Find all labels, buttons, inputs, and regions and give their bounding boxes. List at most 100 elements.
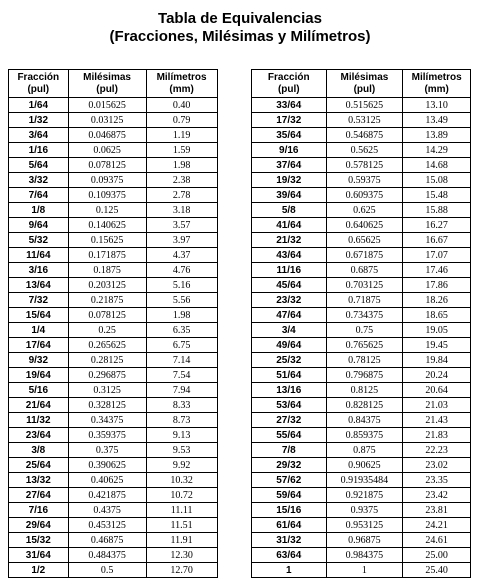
thousandths-cell: 0.3125 <box>67 382 147 398</box>
millimeters-cell: 2.38 <box>145 172 218 188</box>
millimeters-cell: 3.57 <box>145 217 218 233</box>
thousandths-cell: 0.421875 <box>67 487 147 503</box>
thousandths-cell: 0.9375 <box>325 502 404 518</box>
table-row: 13/64 0.203125 5.16 45/64 0.703125 17.86 <box>8 277 471 293</box>
fraction-cell: 17/64 <box>8 337 69 353</box>
thousandths-cell: 0.796875 <box>325 367 404 383</box>
millimeters-cell: 24.61 <box>402 532 471 548</box>
thousandths-cell: 0.71875 <box>325 292 404 308</box>
table-row: 7/64 0.109375 2.78 39/64 0.609375 15.48 <box>8 187 471 203</box>
thousandths-cell: 0.609375 <box>325 187 404 203</box>
table-row: 3/16 0.1875 4.76 11/16 0.6875 17.46 <box>8 262 471 278</box>
table-row: 27/64 0.421875 10.72 59/64 0.921875 23.42 <box>8 487 471 503</box>
thousandths-cell: 0.5625 <box>325 142 404 158</box>
fraction-cell: 29/32 <box>251 457 327 473</box>
header-millimeters-left: Milímetros (mm) <box>145 69 218 98</box>
table-row: 25/64 0.390625 9.92 29/32 0.90625 23.02 <box>8 457 471 473</box>
millimeters-cell: 15.48 <box>402 187 471 203</box>
column-gap <box>216 532 253 548</box>
millimeters-cell: 19.05 <box>402 322 471 338</box>
millimeters-cell: 15.88 <box>402 202 471 218</box>
millimeters-cell: 4.76 <box>145 262 218 278</box>
fraction-cell: 15/16 <box>251 502 327 518</box>
column-gap <box>216 397 253 413</box>
millimeters-cell: 0.79 <box>145 112 218 128</box>
thousandths-cell: 0.78125 <box>325 352 404 368</box>
fraction-cell: 33/64 <box>251 97 327 113</box>
table-row: 15/32 0.46875 11.91 31/32 0.96875 24.61 <box>8 532 471 548</box>
thousandths-cell: 0.6875 <box>325 262 404 278</box>
millimeters-cell: 25.00 <box>402 547 471 563</box>
table-row: 17/64 0.265625 6.75 49/64 0.765625 19.45 <box>8 337 471 353</box>
millimeters-cell: 7.14 <box>145 352 218 368</box>
table-row: 15/64 0.078125 1.98 47/64 0.734375 18.65 <box>8 307 471 323</box>
table-row: 3/8 0.375 9.53 7/8 0.875 22.23 <box>8 442 471 458</box>
header-thousandths-left: Milésimas (pul) <box>67 69 147 98</box>
thousandths-cell: 0.140625 <box>67 217 147 233</box>
millimeters-cell: 1.59 <box>145 142 218 158</box>
fraction-cell: 1/2 <box>8 562 69 578</box>
fraction-cell: 3/32 <box>8 172 69 188</box>
thousandths-cell: 0.625 <box>325 202 404 218</box>
table-row: 9/32 0.28125 7.14 25/32 0.78125 19.84 <box>8 352 471 368</box>
thousandths-cell: 0.8125 <box>325 382 404 398</box>
millimeters-cell: 1.98 <box>145 157 218 173</box>
fraction-cell: 31/64 <box>8 547 69 563</box>
millimeters-cell: 14.68 <box>402 157 471 173</box>
millimeters-cell: 7.54 <box>145 367 218 383</box>
thousandths-cell: 0.09375 <box>67 172 147 188</box>
table-row: 3/32 0.09375 2.38 19/32 0.59375 15.08 <box>8 172 471 188</box>
table-row: 9/64 0.140625 3.57 41/64 0.640625 16.27 <box>8 217 471 233</box>
column-gap <box>216 352 253 368</box>
fraction-cell: 11/64 <box>8 247 69 263</box>
fraction-cell: 5/64 <box>8 157 69 173</box>
title-line-1: Tabla de Equivalencias <box>158 10 322 27</box>
millimeters-cell: 22.23 <box>402 442 471 458</box>
thousandths-cell: 0.734375 <box>325 307 404 323</box>
thousandths-cell: 0.828125 <box>325 397 404 413</box>
millimeters-cell: 20.24 <box>402 367 471 383</box>
column-gap <box>216 562 253 578</box>
column-gap <box>216 502 253 518</box>
millimeters-cell: 16.27 <box>402 217 471 233</box>
table-row: 3/64 0.046875 1.19 35/64 0.546875 13.89 <box>8 127 471 143</box>
millimeters-cell: 23.02 <box>402 457 471 473</box>
thousandths-cell: 0.375 <box>67 442 147 458</box>
fraction-cell: 59/64 <box>251 487 327 503</box>
thousandths-cell: 0.015625 <box>67 97 147 113</box>
header-millimeters-right: Milímetros (mm) <box>402 69 471 98</box>
fraction-cell: 41/64 <box>251 217 327 233</box>
thousandths-cell: 0.59375 <box>325 172 404 188</box>
millimeters-cell: 7.94 <box>145 382 218 398</box>
thousandths-cell: 0.296875 <box>67 367 147 383</box>
header-thousandths-right: Milésimas (pul) <box>325 69 404 98</box>
title-line-2: (Fracciones, Milésimas y Milímetros) <box>109 28 371 45</box>
millimeters-cell: 12.70 <box>145 562 218 578</box>
thousandths-cell: 0.96875 <box>325 532 404 548</box>
fraction-cell: 3/4 <box>251 322 327 338</box>
thousandths-cell: 0.984375 <box>325 547 404 563</box>
header-fraction-right: Fracción (pul) <box>251 69 327 98</box>
column-gap <box>216 217 253 233</box>
fraction-cell: 21/32 <box>251 232 327 248</box>
column-gap <box>216 232 253 248</box>
fraction-cell: 5/16 <box>8 382 69 398</box>
table-row: 19/64 0.296875 7.54 51/64 0.796875 20.24 <box>8 367 471 383</box>
fraction-cell: 11/32 <box>8 412 69 428</box>
fraction-cell: 5/32 <box>8 232 69 248</box>
fraction-cell: 55/64 <box>251 427 327 443</box>
thousandths-cell: 0.640625 <box>325 217 404 233</box>
fraction-cell: 19/32 <box>251 172 327 188</box>
fraction-cell: 9/32 <box>8 352 69 368</box>
fraction-cell: 25/64 <box>8 457 69 473</box>
fraction-cell: 11/16 <box>251 262 327 278</box>
thousandths-cell: 0.390625 <box>67 457 147 473</box>
table-row: 1/64 0.015625 0.40 33/64 0.515625 13.10 <box>8 97 471 113</box>
fraction-cell: 3/8 <box>8 442 69 458</box>
millimeters-cell: 19.84 <box>402 352 471 368</box>
fraction-cell: 45/64 <box>251 277 327 293</box>
table-row: 7/32 0.21875 5.56 23/32 0.71875 18.26 <box>8 292 471 308</box>
thousandths-cell: 0.078125 <box>67 157 147 173</box>
fraction-cell: 7/16 <box>8 502 69 518</box>
thousandths-cell: 0.515625 <box>325 97 404 113</box>
